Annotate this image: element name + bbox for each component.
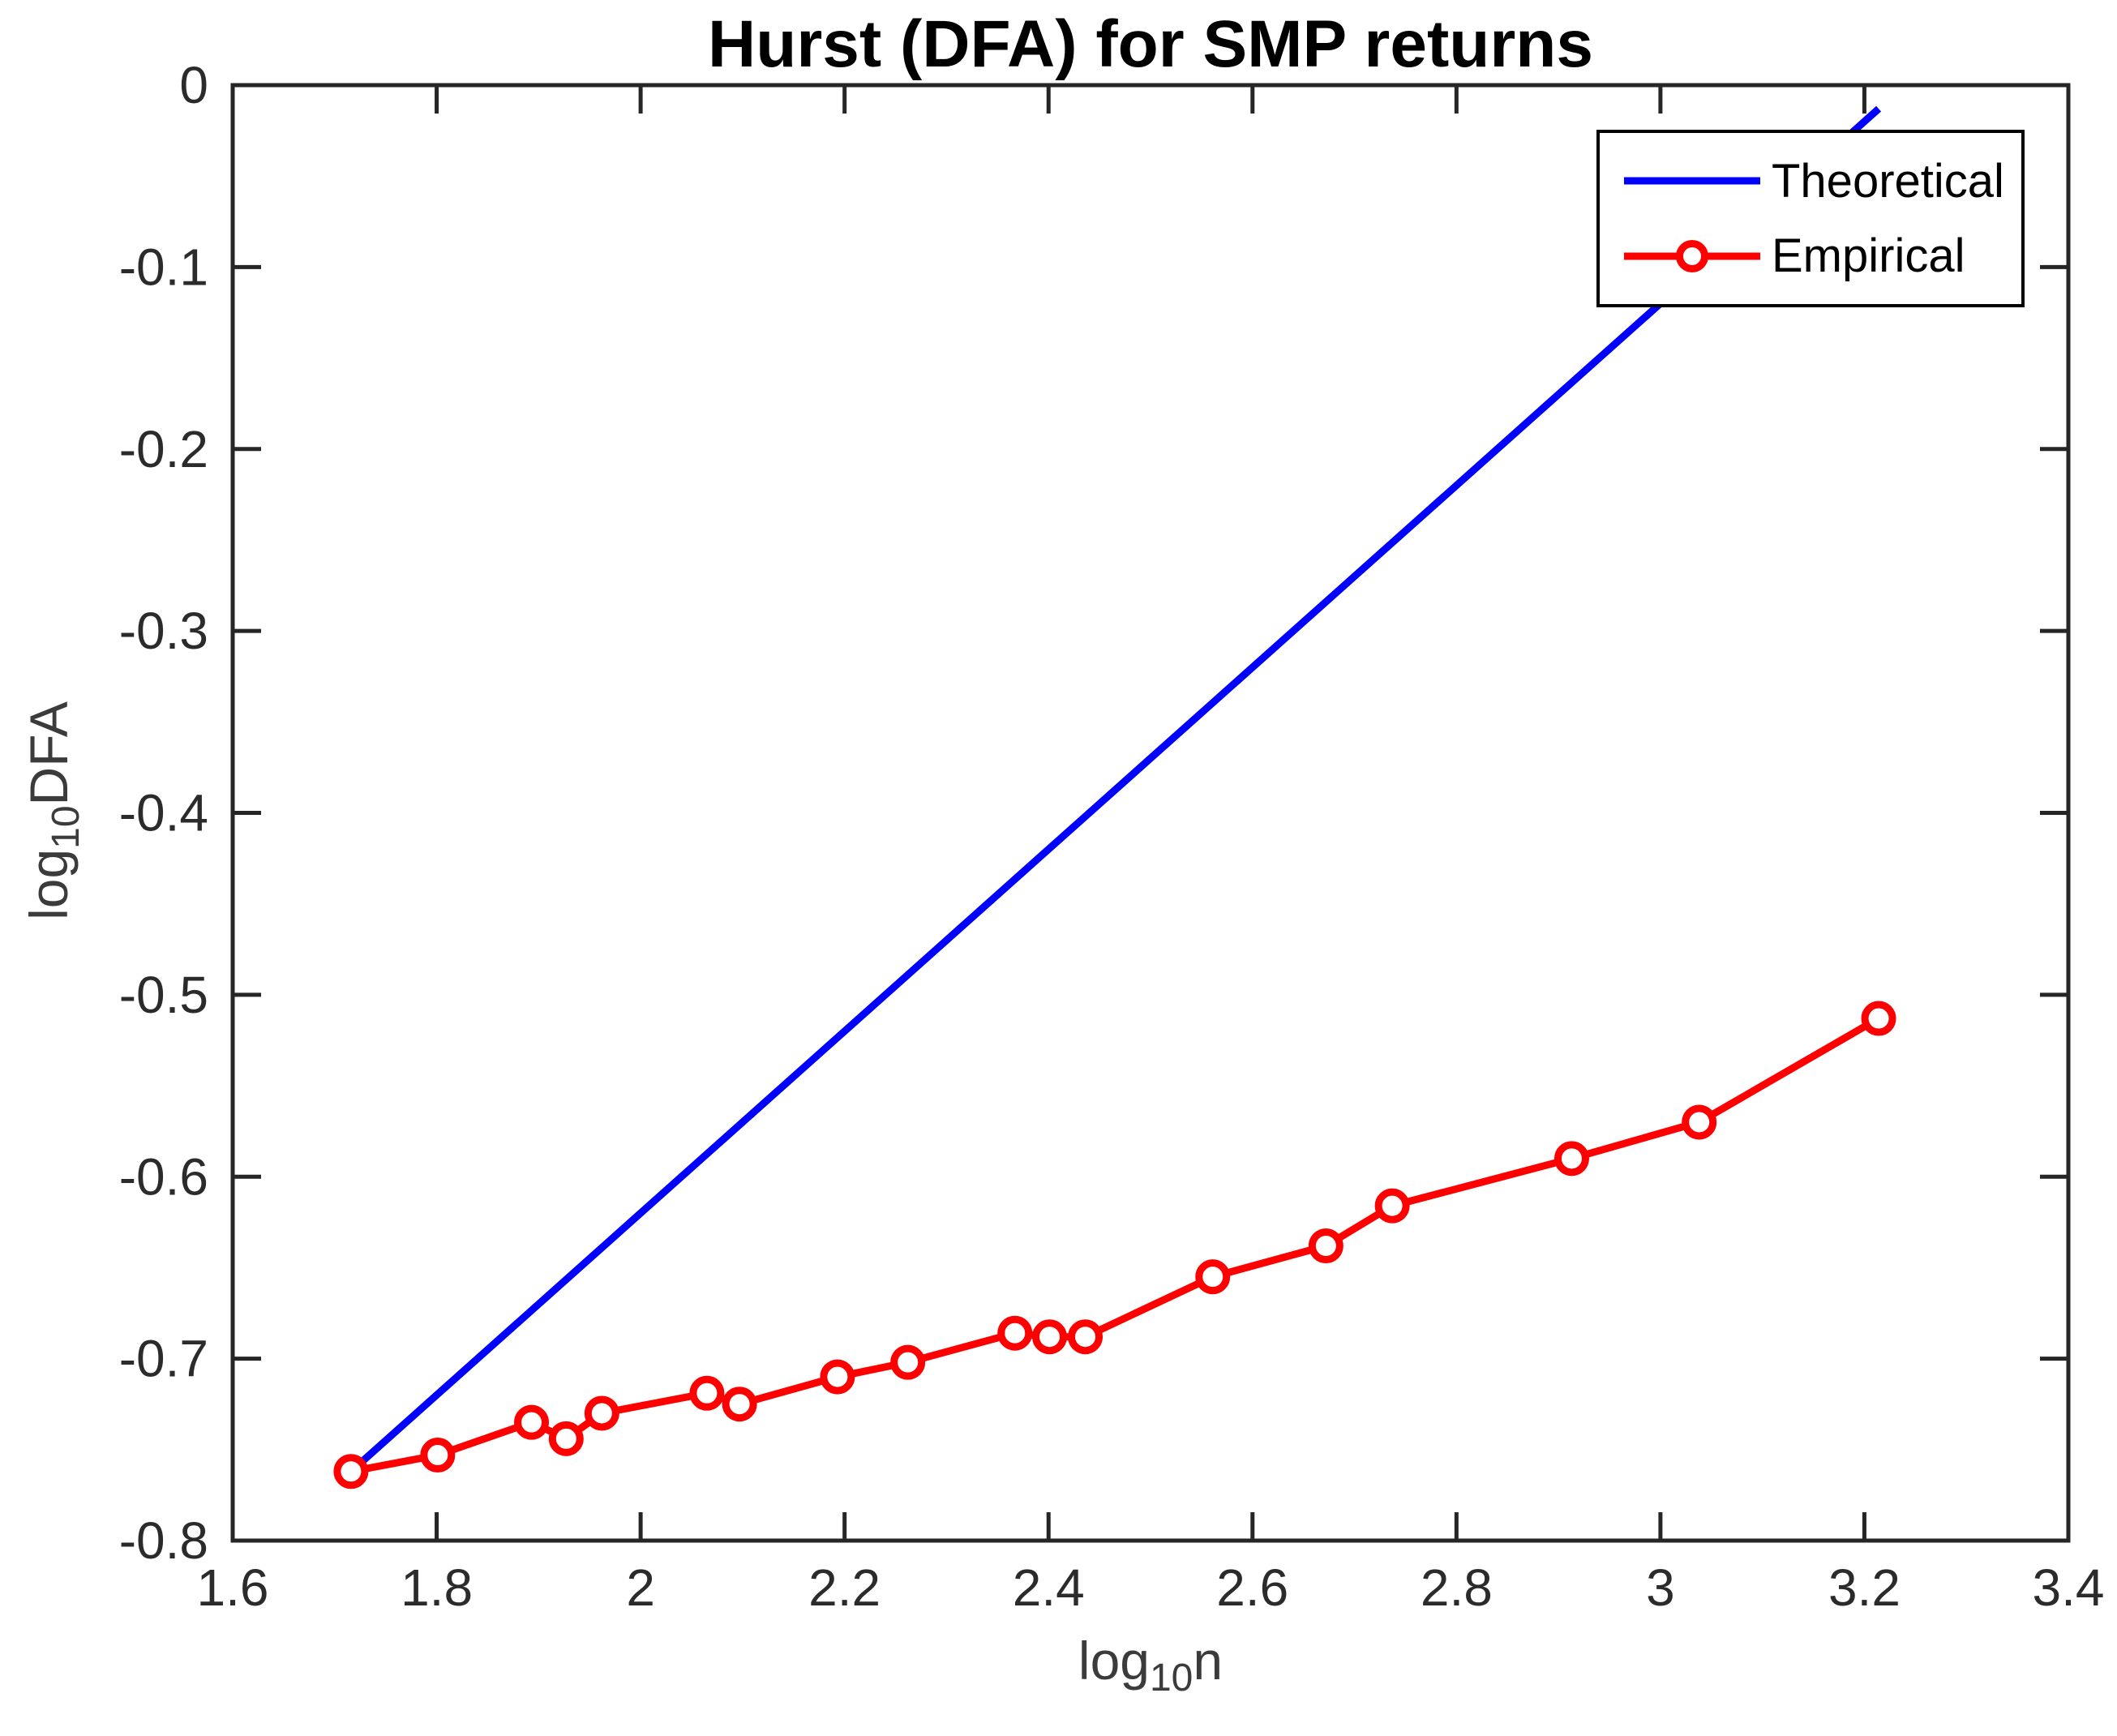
- y-tick-label: -0.6: [119, 1147, 208, 1206]
- empirical-marker: [890, 1344, 926, 1380]
- empirical-marker: [1068, 1319, 1103, 1355]
- empirical-marker: [820, 1359, 855, 1395]
- y-tick-label: 0: [179, 56, 208, 114]
- y-tick-label: -0.2: [119, 420, 208, 478]
- x-tick-label: 1.6: [197, 1558, 269, 1617]
- y-tick-label: -0.1: [119, 238, 208, 296]
- chart-title: Hurst (DFA) for SMP returns: [708, 7, 1593, 81]
- x-tick-label: 2: [626, 1558, 655, 1617]
- empirical-marker: [1195, 1259, 1231, 1295]
- x-tick-label: 2.6: [1216, 1558, 1288, 1617]
- x-tick-label: 2.2: [808, 1558, 881, 1617]
- y-tick-label: -0.3: [119, 602, 208, 660]
- y-axis-label-subscript: 10: [45, 805, 88, 849]
- empirical-marker: [1308, 1228, 1343, 1264]
- empirical-marker: [722, 1387, 757, 1422]
- empirical-marker: [997, 1315, 1033, 1351]
- empirical-marker: [584, 1395, 619, 1431]
- empirical-marker: [333, 1454, 369, 1490]
- legend-item-empirical: Empirical: [1624, 229, 2021, 283]
- y-tick-label: -0.7: [119, 1330, 208, 1388]
- x-axis-label-base: log: [1078, 1631, 1150, 1691]
- empirical-marker: [1374, 1188, 1410, 1224]
- legend-box: Theoretical Empirical: [1596, 130, 2025, 307]
- x-axis-label-variable: n: [1193, 1631, 1223, 1691]
- empirical-line-sample: [1624, 238, 1760, 274]
- legend-label-theoretical: Theoretical: [1772, 154, 2004, 208]
- y-axis-label-variable: DFA: [19, 701, 79, 806]
- theoretical-line-sample: [1624, 163, 1760, 199]
- y-tick-label: -0.4: [119, 784, 208, 842]
- legend-item-theoretical: Theoretical: [1624, 154, 2021, 208]
- x-axis-label: log10n: [233, 1630, 2068, 1698]
- empirical-marker: [1861, 1001, 1896, 1036]
- x-tick-label: 1.8: [401, 1558, 473, 1617]
- theoretical-line: [348, 105, 1882, 1475]
- x-tick-label: 2.4: [1013, 1558, 1085, 1617]
- empirical-marker: [548, 1421, 584, 1456]
- y-tick-label: -0.8: [119, 1511, 208, 1570]
- empirical-marker: [514, 1404, 550, 1440]
- y-tick-label: -0.5: [119, 966, 208, 1024]
- empirical-marker: [689, 1375, 725, 1411]
- empirical-marker: [1553, 1141, 1589, 1177]
- y-axis-label: log10DFA: [18, 701, 88, 920]
- theoretical-line-icon: [1624, 177, 1760, 185]
- x-axis-label-subscript: 10: [1149, 1657, 1193, 1700]
- empirical-line: [350, 1015, 1881, 1476]
- data-series-layer: [333, 105, 1896, 1490]
- empirical-marker: [1682, 1104, 1717, 1140]
- x-tick-label: 3.4: [2033, 1558, 2105, 1617]
- x-tick-label: 3: [1646, 1558, 1675, 1617]
- legend-label-empirical: Empirical: [1772, 229, 1965, 283]
- empirical-marker: [1031, 1319, 1067, 1355]
- empirical-circle-marker-icon: [1676, 239, 1708, 272]
- x-tick-label: 3.2: [1828, 1558, 1901, 1617]
- axes-layer: 1.6 1.8 2 2.2 2.4 2.6 2.8 3 3.2 3.4 0 -0.1 -0.2 -0.3 -…: [119, 56, 2105, 1617]
- empirical-marker: [420, 1438, 456, 1473]
- x-tick-label: 2.8: [1421, 1558, 1493, 1617]
- y-axis-label-base: log: [19, 848, 79, 920]
